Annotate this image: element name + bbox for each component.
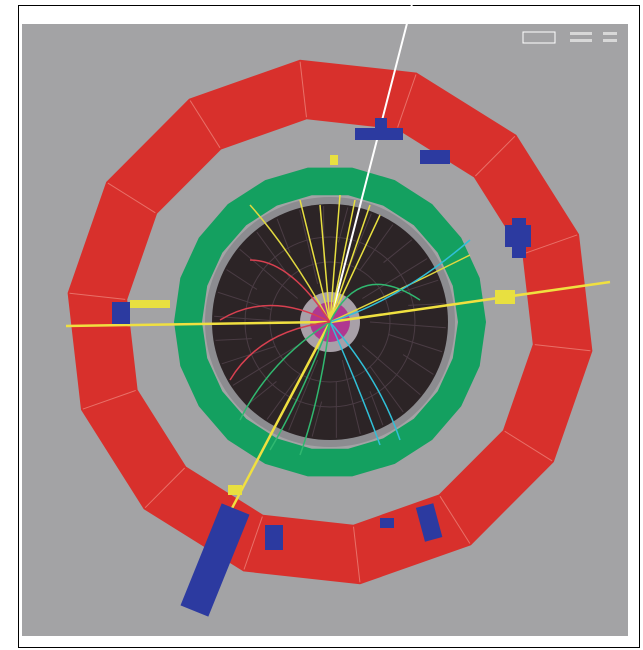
tracker-cell [247, 381, 277, 405]
deposit [375, 118, 387, 128]
tracker-cell [408, 303, 445, 306]
tracker-cell [388, 333, 443, 353]
tracks [65, 3, 611, 589]
tracker-cell [226, 269, 258, 290]
tracker-cell [215, 338, 252, 341]
track [329, 3, 413, 323]
tracker-cell [214, 315, 291, 323]
tracker-cell [221, 345, 276, 365]
deposit-yellow [130, 300, 170, 308]
tracker-cell [217, 291, 272, 311]
segment-divider [243, 516, 263, 570]
segment-divider [189, 100, 221, 149]
tracker-cell [256, 231, 291, 278]
energy-deposits [112, 118, 531, 617]
tracker-cell [239, 248, 298, 299]
deposit-yellow [330, 155, 338, 165]
track [299, 321, 331, 456]
deposit-yellow [495, 290, 515, 304]
segment-divider [144, 467, 186, 509]
tracker-cell [311, 401, 323, 437]
track [329, 280, 611, 324]
deposit-yellow [228, 485, 242, 495]
legend-mark [570, 39, 592, 42]
segment-divider [534, 344, 591, 352]
track [65, 320, 331, 328]
segment-divider [524, 234, 578, 255]
track [229, 321, 331, 381]
track [329, 204, 371, 323]
tracker-cell [402, 354, 434, 375]
segment-divider [397, 74, 417, 128]
tracker-cell [362, 345, 421, 396]
track [329, 199, 356, 323]
tracker-cell [232, 345, 298, 386]
deposit [380, 518, 394, 528]
deposit [180, 503, 250, 617]
tracker-cell [383, 239, 413, 263]
track [329, 194, 341, 323]
segment-divider [353, 526, 361, 583]
track [329, 321, 381, 446]
deposit [512, 218, 526, 258]
track [269, 321, 331, 451]
tracker-cell [369, 366, 404, 413]
legend-box [522, 31, 556, 44]
tracker-cell [276, 218, 291, 253]
track [329, 283, 421, 323]
tracker-cell [266, 373, 301, 420]
legend-mark [570, 32, 592, 35]
track [319, 204, 331, 323]
deposit [265, 525, 283, 550]
track [219, 304, 331, 323]
tracker-cell [299, 209, 319, 285]
tracker-cell [288, 359, 319, 431]
segment-divider [474, 135, 516, 177]
track [299, 199, 331, 323]
segment-divider [82, 389, 136, 410]
track [239, 321, 331, 421]
tracker-cell [369, 391, 384, 426]
deposit [415, 503, 443, 542]
tracker-cell [362, 258, 428, 299]
segment-divider [504, 430, 553, 462]
track [249, 204, 331, 323]
legend-mark [603, 39, 617, 42]
segment-divider [107, 182, 156, 214]
track [249, 259, 331, 323]
segment-divider [299, 61, 307, 118]
tracker-layer [244, 236, 416, 408]
tracker-cell [341, 359, 361, 435]
track [329, 214, 381, 323]
segment-divider [439, 495, 471, 544]
legend-mark [603, 32, 617, 35]
track [329, 321, 401, 441]
deposit [420, 150, 450, 164]
segment-divider [69, 292, 126, 300]
deposit [112, 302, 130, 324]
deposit [355, 128, 403, 140]
track [329, 239, 471, 323]
tracker-cell [359, 224, 394, 271]
tracker-cell [369, 321, 446, 329]
tracker-cell [337, 207, 349, 243]
